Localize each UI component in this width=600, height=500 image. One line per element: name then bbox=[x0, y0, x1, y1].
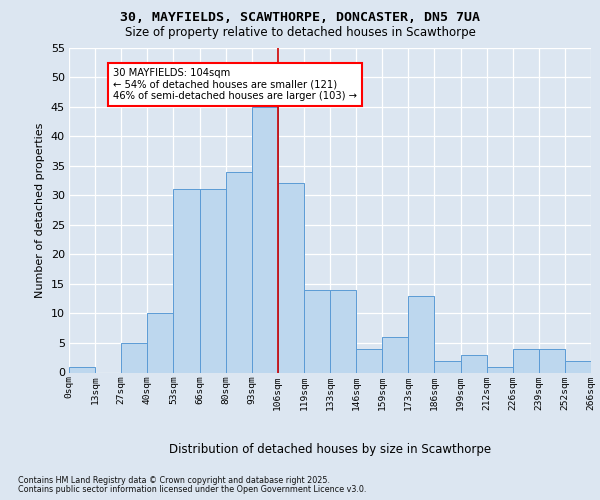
Bar bbox=[409, 296, 434, 372]
Bar bbox=[278, 184, 304, 372]
Bar bbox=[461, 355, 487, 372]
Bar bbox=[356, 349, 382, 372]
Bar bbox=[173, 190, 199, 372]
Bar bbox=[69, 366, 95, 372]
Bar bbox=[513, 349, 539, 372]
Bar bbox=[252, 106, 278, 372]
Text: 30 MAYFIELDS: 104sqm
← 54% of detached houses are smaller (121)
46% of semi-deta: 30 MAYFIELDS: 104sqm ← 54% of detached h… bbox=[113, 68, 357, 102]
Bar bbox=[330, 290, 356, 372]
Bar bbox=[539, 349, 565, 372]
Bar bbox=[304, 290, 330, 372]
Text: Contains HM Land Registry data © Crown copyright and database right 2025.: Contains HM Land Registry data © Crown c… bbox=[18, 476, 330, 485]
Bar bbox=[487, 366, 513, 372]
Bar bbox=[565, 360, 591, 372]
Y-axis label: Number of detached properties: Number of detached properties bbox=[35, 122, 45, 298]
Text: 30, MAYFIELDS, SCAWTHORPE, DONCASTER, DN5 7UA: 30, MAYFIELDS, SCAWTHORPE, DONCASTER, DN… bbox=[120, 11, 480, 24]
Bar bbox=[148, 314, 173, 372]
Bar bbox=[382, 337, 409, 372]
Text: Size of property relative to detached houses in Scawthorpe: Size of property relative to detached ho… bbox=[125, 26, 475, 39]
Bar bbox=[226, 172, 252, 372]
Text: Contains public sector information licensed under the Open Government Licence v3: Contains public sector information licen… bbox=[18, 485, 367, 494]
Text: Distribution of detached houses by size in Scawthorpe: Distribution of detached houses by size … bbox=[169, 442, 491, 456]
Bar bbox=[199, 190, 226, 372]
Bar bbox=[121, 343, 148, 372]
Bar bbox=[434, 360, 461, 372]
